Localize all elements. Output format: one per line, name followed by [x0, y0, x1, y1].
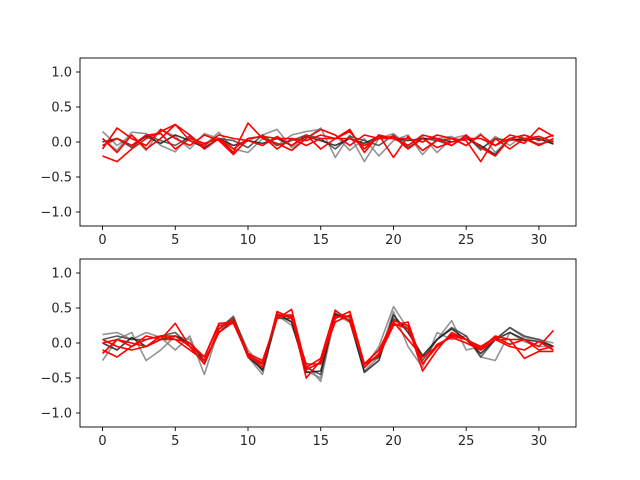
x-tick-label: 20	[385, 434, 402, 449]
x-tick-label: 30	[531, 233, 548, 248]
x-tick-label: 0	[98, 233, 106, 248]
y-tick-label: −1.0	[40, 206, 72, 221]
y-tick-label: 1.0	[51, 267, 72, 282]
x-tick-label: 0	[98, 434, 106, 449]
x-tick-label: 25	[458, 233, 475, 248]
series-line-6	[101, 127, 554, 157]
y-tick-label: 0.5	[51, 101, 72, 116]
y-tick-label: 0.5	[51, 302, 72, 317]
y-tick-label: −0.5	[40, 171, 72, 186]
x-tick-label: 5	[171, 434, 179, 449]
subplot-bottom: 0 5 10 15 20 25 30 −1.0 −0.5 0.0 0.5 1.0	[40, 258, 577, 449]
x-tick-label: 25	[458, 434, 475, 449]
series-line-8	[102, 132, 554, 163]
x-tick-label: 15	[312, 434, 329, 449]
x-tick-label: 5	[171, 233, 179, 248]
x-tick-label: 10	[240, 434, 257, 449]
y-tick-label: −1.0	[40, 407, 72, 422]
x-tick-label: 10	[240, 233, 257, 248]
y-tick-label: 1.0	[51, 66, 72, 81]
subplot-top: 0 5 10 15 20 25 30 −1.0 −0.5 0.0 0.5 1.0	[40, 57, 577, 248]
y-tick-label: 0.0	[51, 337, 72, 352]
y-tick-label: −0.5	[40, 372, 72, 387]
x-tick-label: 15	[312, 233, 329, 248]
x-tick-label: 20	[385, 233, 402, 248]
series-line-5	[102, 308, 555, 372]
series-line-8	[102, 315, 554, 371]
x-tick-label: 30	[531, 434, 548, 449]
y-tick-label: 0.0	[51, 136, 72, 151]
series-line-7	[101, 123, 554, 159]
